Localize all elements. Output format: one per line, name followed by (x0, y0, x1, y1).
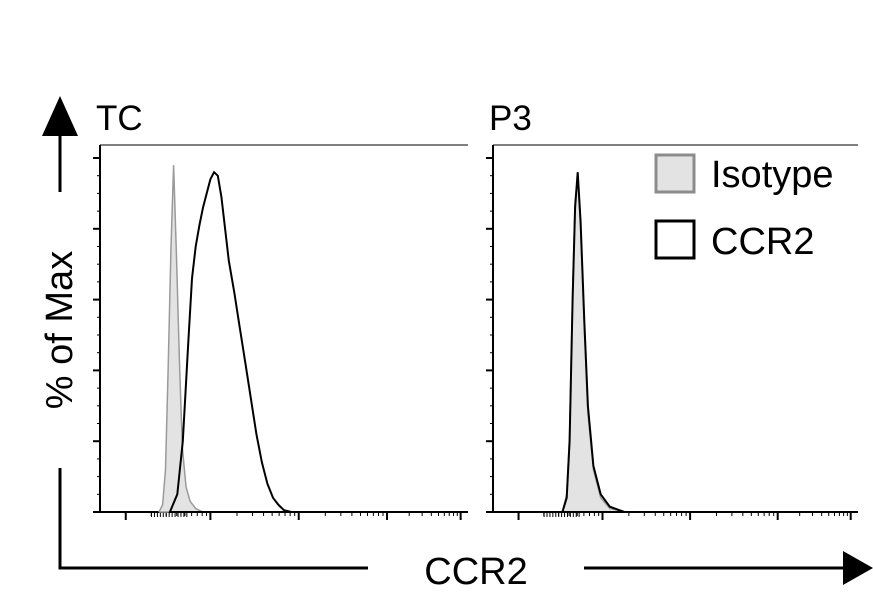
y-axis-title: % of Max (39, 251, 81, 409)
x-axis-arrowhead (843, 551, 873, 585)
legend-item-isotype: Isotype (654, 153, 834, 196)
legend: Isotype CCR2 (654, 153, 834, 263)
y-axis-arrowhead (42, 96, 78, 136)
legend-label-isotype: Isotype (711, 154, 834, 196)
x-axis-title-group: CCR2 (424, 551, 873, 593)
panel-title: TC (96, 99, 143, 138)
legend-label-ccr2: CCR2 (711, 221, 814, 263)
panel-tc: TC (93, 99, 468, 520)
panel-p3: P3 (486, 99, 858, 520)
y-axis-arrow-shaft-bottom (58, 468, 368, 570)
legend-swatch-isotype (654, 153, 696, 194)
series-ccr2-curve (168, 170, 292, 513)
panel-title: P3 (489, 99, 532, 138)
x-axis-title: CCR2 (424, 551, 527, 593)
legend-swatch-ccr2 (654, 219, 696, 260)
series-isotype-curve (158, 165, 204, 513)
y-axis-title-group: % of Max (39, 96, 368, 570)
legend-item-ccr2: CCR2 (654, 219, 814, 263)
series-ccr2-curve (561, 172, 625, 513)
